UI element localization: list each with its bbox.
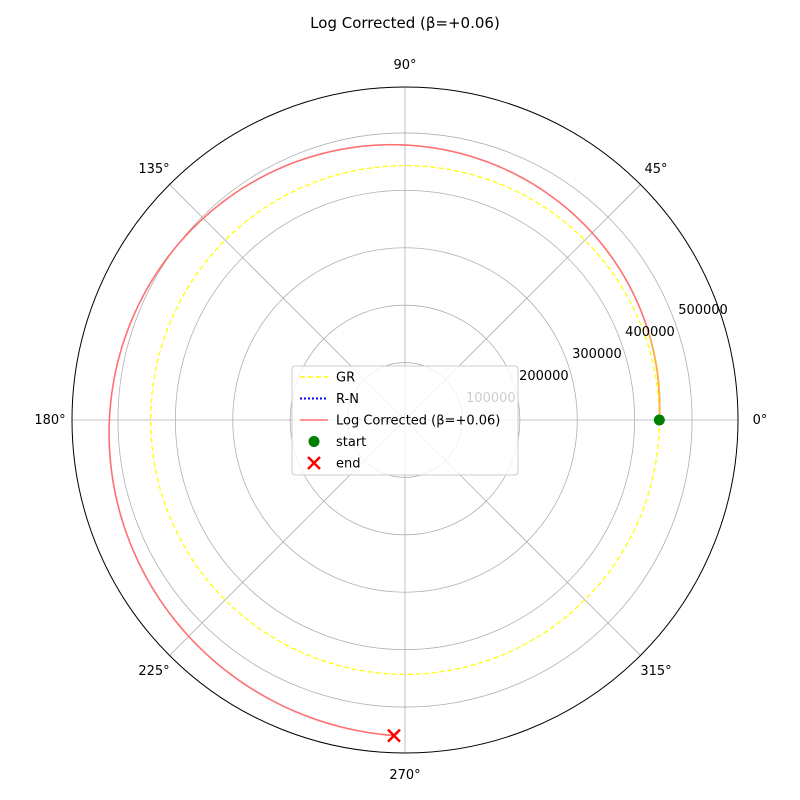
legend-marker-start <box>308 436 320 447</box>
legend-item-3: start <box>308 435 366 450</box>
series-layer <box>108 143 665 743</box>
series-log-corrected <box>108 143 661 737</box>
legend-box <box>291 365 519 476</box>
theta-tick-label-2: 90° <box>393 58 416 73</box>
r-tick-label-4: 500000 <box>678 303 728 318</box>
theta-tick-label-6: 270° <box>389 768 420 783</box>
legend-marker-end-b <box>307 456 321 470</box>
legend-label-2: Log Corrected (β=+0.06) <box>336 414 500 429</box>
theta-tick-label-1: 45° <box>644 162 667 177</box>
theta-tick-label-4: 180° <box>34 413 65 428</box>
theta-tick-label-3: 135° <box>138 162 169 177</box>
theta-tick-label-7: 315° <box>640 664 671 679</box>
legend-label-0: GR <box>336 371 355 386</box>
polar-frame <box>71 86 739 754</box>
tick-layer: 0°45°90°135°180°225°270°315°100000200000… <box>34 58 767 783</box>
theta-tick-label-0: 0° <box>753 413 768 428</box>
start-marker <box>653 414 665 426</box>
legend-item-1: R-N <box>300 392 359 407</box>
r-tick-label-2: 300000 <box>572 347 622 362</box>
legend-item-2: Log Corrected (β=+0.06) <box>300 414 500 429</box>
legend-item-4: end <box>307 456 361 472</box>
legend-label-1: R-N <box>336 392 359 407</box>
legend-label-3: start <box>336 435 366 450</box>
legend: GR R-N Log Corrected (β=+0.06) start end <box>291 365 519 476</box>
r-tick-label-3: 400000 <box>625 325 675 340</box>
theta-tick-label-5: 225° <box>138 664 169 679</box>
end-marker-stroke-b <box>387 728 401 743</box>
legend-item-0: GR <box>300 371 355 386</box>
end-marker <box>387 728 401 743</box>
series-overlap-segment <box>648 332 661 421</box>
chart-title: Log Corrected (β=+0.06) <box>310 14 500 32</box>
legend-label-4: end <box>336 457 361 472</box>
r-tick-label-1: 200000 <box>519 369 569 384</box>
